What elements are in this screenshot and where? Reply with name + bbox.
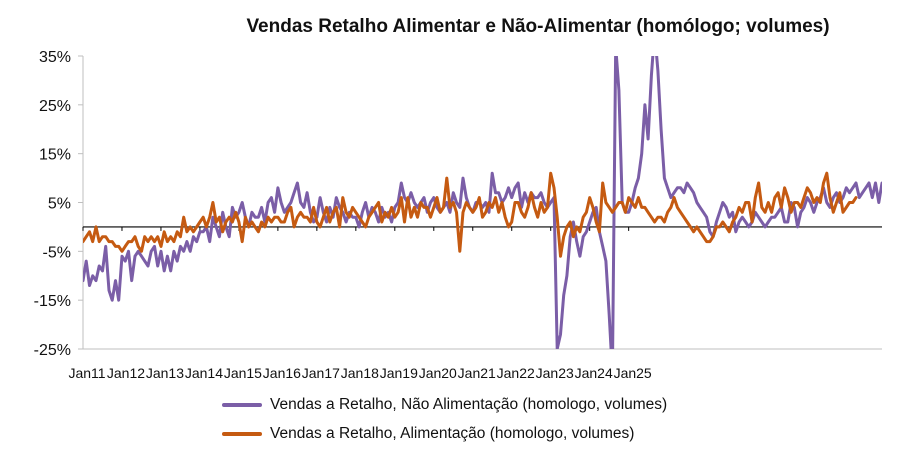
x-tick-label: Jan25 <box>614 365 652 381</box>
x-tick-label: Jan12 <box>107 365 145 381</box>
y-tick-label: 25% <box>39 98 71 115</box>
axis-labels: 35%25%15%5%-5%-15%-25%Jan11 Jan12 Jan13 Jan… <box>34 49 652 381</box>
x-tick-label: Jan14 <box>185 365 223 381</box>
x-tick-label: Jan20 <box>419 365 457 381</box>
x-tick-label: Jan21 <box>458 365 496 381</box>
x-tick-label: Jan16 <box>263 365 301 381</box>
legend: Vendas a Retalho, Não Alimentação (homol… <box>222 390 667 448</box>
x-tick-label: Jan19 <box>380 365 418 381</box>
series-line-nao-alimentacao <box>83 56 882 349</box>
y-tick-label: 5% <box>48 196 71 213</box>
legend-item-nao-alimentacao: Vendas a Retalho, Não Alimentação (homol… <box>222 390 667 419</box>
y-tick-label: -5% <box>43 244 71 261</box>
legend-swatch-alimentacao <box>222 431 262 436</box>
y-tick-label: -25% <box>34 342 71 359</box>
x-tick-label: Jan23 <box>536 365 574 381</box>
legend-label-alimentacao: Vendas a Retalho, Alimentação (homologo,… <box>270 424 635 442</box>
x-tick-label: Jan17 <box>302 365 340 381</box>
legend-label-nao-alimentacao: Vendas a Retalho, Não Alimentação (homol… <box>270 395 668 413</box>
x-tick-label: Jan22 <box>497 365 535 381</box>
series-line-alimentacao <box>83 171 858 258</box>
x-tick-label: Jan11 <box>68 365 105 381</box>
legend-swatch-nao-alimentacao <box>222 402 262 407</box>
x-tick-label: Jan13 <box>146 365 184 381</box>
chart-title: Vendas Retalho Alimentar e Não-Alimentar… <box>246 16 830 37</box>
y-tick-label: 15% <box>39 147 71 164</box>
y-tick-label: -15% <box>34 293 71 310</box>
x-tick-label: Jan15 <box>224 365 262 381</box>
x-tick-label: Jan18 <box>341 365 379 381</box>
series-layer <box>83 56 882 349</box>
x-tick-label: Jan24 <box>575 365 613 381</box>
legend-item-alimentacao: Vendas a Retalho, Alimentação (homologo,… <box>222 419 667 448</box>
y-tick-label: 35% <box>39 49 71 66</box>
